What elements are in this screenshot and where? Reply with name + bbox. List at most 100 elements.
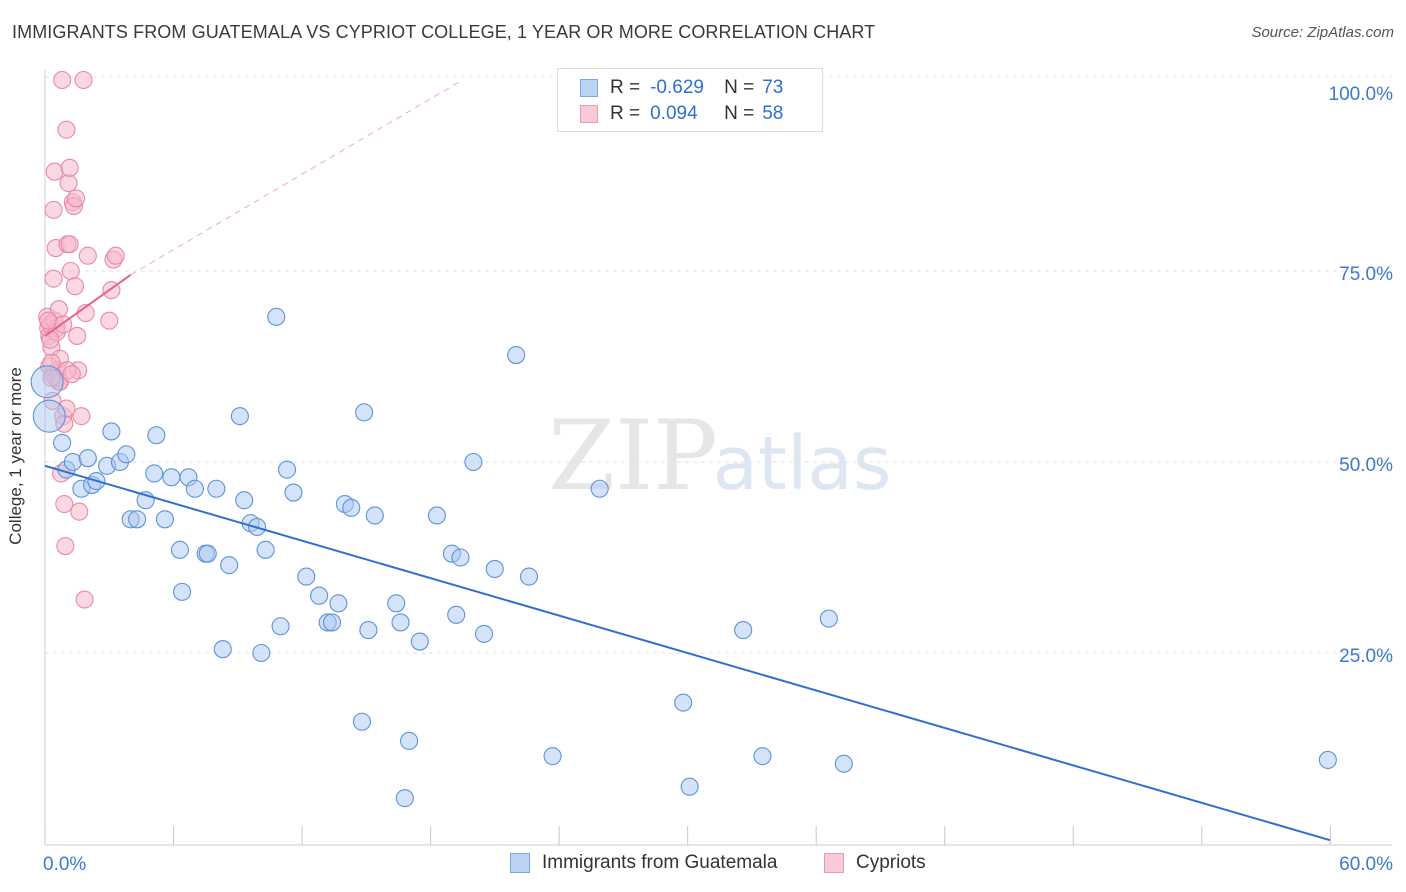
guatemala-point <box>329 594 348 613</box>
guatemala-point <box>464 452 483 472</box>
guatemala-point <box>507 345 526 365</box>
cypriots-point <box>59 174 78 193</box>
series-legend-guatemala[interactable]: Immigrants from Guatemala <box>510 852 777 874</box>
legend-n-label: N = <box>724 103 755 124</box>
guatemala-point <box>297 567 316 586</box>
guatemala-point <box>819 609 838 628</box>
cypriots-point <box>45 162 64 181</box>
series-legend-label: Immigrants from Guatemala <box>542 852 778 873</box>
cypriots-point <box>56 536 75 556</box>
guatemala-point <box>410 632 429 651</box>
legend-r-value: -0.629 <box>650 77 704 98</box>
legend-n-label: N = <box>724 77 755 98</box>
x-tick-label: 0.0% <box>43 854 86 875</box>
cypriots-point <box>60 235 79 254</box>
guatemala-point <box>32 399 66 433</box>
guatemala-point <box>30 365 64 399</box>
guatemala-point <box>207 479 226 498</box>
legend-r-label: R = <box>610 103 641 124</box>
guatemala-point <box>185 479 204 498</box>
guatemala-point <box>365 506 384 525</box>
cypriots-trend-line <box>44 274 132 337</box>
cypriots-point <box>106 246 125 265</box>
guatemala-point <box>173 582 192 601</box>
guatemala-point <box>352 712 372 731</box>
cypriots-point <box>39 311 58 330</box>
guatemala-point <box>155 510 174 529</box>
series-swatch-cypriots <box>824 853 844 873</box>
source-label: Source: ZipAtlas.com <box>1251 24 1394 41</box>
guatemala-point <box>680 777 699 796</box>
guatemala-point <box>590 479 609 498</box>
cypriots-point <box>55 494 74 514</box>
y-tick-label: 25.0% <box>1339 646 1393 667</box>
cypriots-point <box>61 261 80 281</box>
guatemala-point <box>387 594 406 613</box>
guatemala-point <box>145 464 164 483</box>
guatemala-point <box>170 540 189 559</box>
series-legend-label: Cypriots <box>856 852 926 873</box>
guatemala-point <box>252 643 271 663</box>
chart-title: IMMIGRANTS FROM GUATEMALA VS CYPRIOT COL… <box>12 22 876 42</box>
legend-swatch-guatemala <box>580 79 598 97</box>
guatemala-point <box>834 754 853 773</box>
watermark: ZIP atlas <box>548 400 891 512</box>
y-tick-label: 100.0% <box>1329 84 1394 105</box>
correlation-legend: R = -0.629 N = 73 R = 0.094 N = 58 <box>557 68 823 132</box>
legend-row-cypriots: R = 0.094 N = 58 <box>580 103 783 125</box>
guatemala-point <box>220 556 239 575</box>
cypriots-point <box>62 365 81 384</box>
legend-n-value: 73 <box>762 77 784 98</box>
guatemala-point <box>447 605 466 624</box>
cypriots-point <box>75 590 94 609</box>
guatemala-point <box>53 433 72 452</box>
guatemala-point <box>162 468 181 487</box>
guatemala-point <box>451 548 470 567</box>
cypriots-point <box>60 158 79 177</box>
guatemala-point <box>391 613 410 632</box>
series-legend: Immigrants from Guatemala Cypriots <box>0 852 1406 878</box>
guatemala-point <box>213 640 232 659</box>
guatemala-point <box>256 540 275 559</box>
y-tick-label: 50.0% <box>1339 455 1393 476</box>
watermark-atlas: atlas <box>713 421 892 507</box>
cypriots-points <box>38 70 125 609</box>
series-legend-cypriots[interactable]: Cypriots <box>824 852 926 874</box>
cypriots-trend-extension <box>130 79 463 276</box>
guatemala-point <box>277 460 297 479</box>
cypriots-point <box>57 120 76 139</box>
guatemala-point <box>427 506 446 525</box>
watermark-zip: ZIP <box>548 400 717 512</box>
cypriots-point <box>65 277 85 296</box>
guatemala-point <box>674 693 693 712</box>
gridlines <box>45 76 1392 654</box>
guatemala-point <box>235 491 254 510</box>
guatemala-point <box>230 407 249 426</box>
cypriots-point <box>44 269 63 288</box>
guatemala-point <box>753 747 772 766</box>
cypriots-point <box>41 330 60 349</box>
guatemala-point <box>342 498 361 517</box>
guatemala-point <box>734 621 753 640</box>
series-swatch-guatemala <box>510 853 530 873</box>
trend-lines <box>44 79 1331 842</box>
guatemala-point <box>102 422 121 441</box>
cypriots-point <box>100 311 119 330</box>
guatemala-point <box>78 449 97 468</box>
guatemala-point <box>198 544 217 563</box>
guatemala-points <box>30 307 1337 808</box>
guatemala-point <box>128 510 147 529</box>
legend-swatch-cypriots <box>580 105 598 123</box>
cypriots-point <box>67 189 86 208</box>
guatemala-trend-line <box>44 464 1331 842</box>
guatemala-point <box>117 445 136 464</box>
guatemala-point <box>359 621 378 640</box>
guatemala-point <box>63 452 82 472</box>
guatemala-point <box>310 586 329 605</box>
axes <box>44 70 1392 846</box>
guatemala-point <box>322 613 342 632</box>
guatemala-point <box>543 747 562 766</box>
cypriots-point <box>78 246 97 265</box>
cypriots-point <box>74 70 93 90</box>
